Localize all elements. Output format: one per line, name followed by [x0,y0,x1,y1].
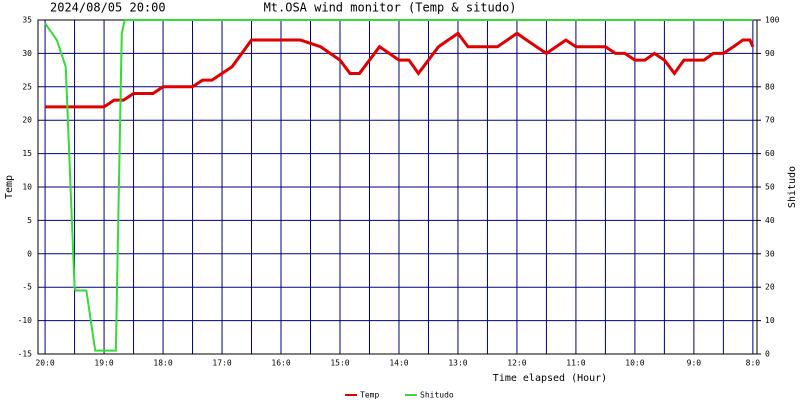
x-tick-label: 12:0 [507,359,526,368]
y-tick-label: 20 [22,116,32,125]
y2-tick-label: 30 [765,249,775,258]
y2-tick-label: 20 [765,283,775,292]
y-tick-label: 0 [27,249,32,258]
x-axis-label: Time elapsed (Hour) [493,373,607,384]
chart-date: 2024/08/05 20:00 [50,1,166,15]
y-tick-label: 35 [22,16,32,25]
x-tick-label: 16:0 [271,359,290,368]
x-tick-label: 19:0 [94,359,113,368]
legend-label: Shitudo [420,391,454,400]
y2-tick-label: 90 [765,49,775,58]
chart-title: Mt.OSA wind monitor (Temp & situdo) [264,1,517,15]
x-tick-label: 18:0 [153,359,172,368]
y2-tick-label: 50 [765,183,775,192]
y-tick-label: 30 [22,49,32,58]
y2-tick-label: 60 [765,149,775,158]
y-tick-label: -15 [18,350,33,359]
y2-tick-label: 10 [765,316,775,325]
series-line [44,19,753,352]
y2-axis-label: Shitudo [787,166,798,208]
y-tick-label: 25 [22,82,32,91]
y2-tick-label: 100 [765,16,780,25]
y-tick-label: -5 [22,283,32,292]
x-tick-label: 10:0 [625,359,644,368]
y-tick-label: 5 [27,216,32,225]
y-tick-label: 10 [22,183,32,192]
x-tick-label: 20:0 [35,359,54,368]
x-tick-label: 17:0 [212,359,231,368]
series-line [45,31,755,109]
y-tick-label: 15 [22,149,32,158]
y2-tick-label: 80 [765,82,775,91]
x-tick-label: 14:0 [389,359,408,368]
x-tick-label: 8:0 [746,359,761,368]
y2-tick-label: 0 [765,350,770,359]
x-tick-label: 9:0 [687,359,702,368]
x-tick-label: 11:0 [566,359,585,368]
y2-tick-label: 70 [765,116,775,125]
legend-label: Temp [360,391,379,400]
y-tick-label: -10 [18,316,33,325]
x-tick-label: 13:0 [448,359,467,368]
y2-tick-label: 40 [765,216,775,225]
y-axis-label: Temp [4,175,15,199]
x-tick-label: 15:0 [330,359,349,368]
